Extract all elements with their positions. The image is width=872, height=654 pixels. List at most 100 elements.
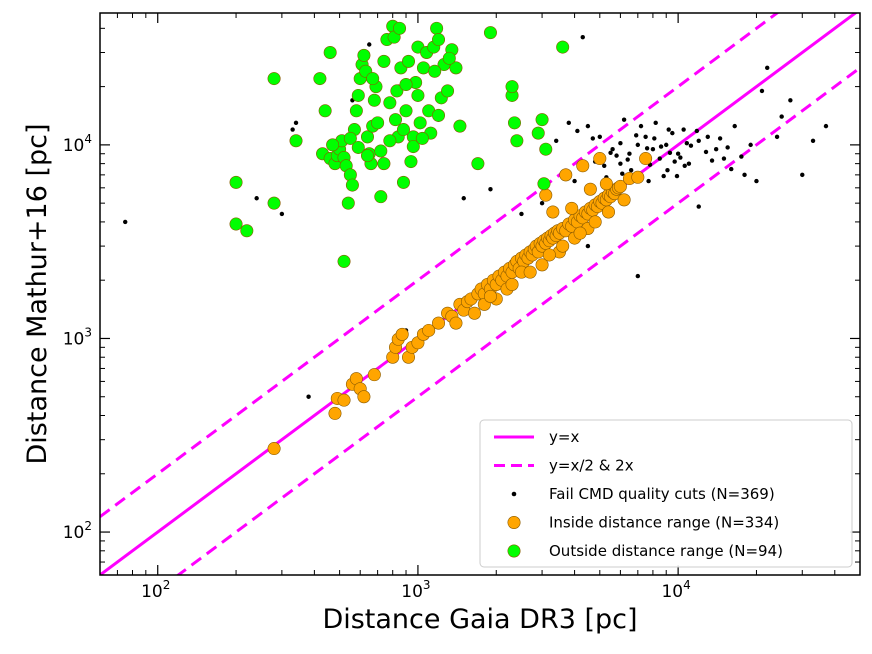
outside-range-point	[383, 134, 397, 148]
outside-range-point	[345, 178, 359, 192]
fail-cmd-point	[717, 136, 723, 141]
fail-cmd-point	[635, 142, 641, 148]
outside-range-point	[374, 144, 388, 158]
fail-cmd-point	[664, 142, 669, 148]
fail-cmd-point	[539, 200, 545, 206]
outside-range-point	[483, 26, 497, 40]
inside-range-point	[357, 390, 371, 404]
fail-cmd-point	[519, 211, 524, 217]
fail-cmd-point	[566, 120, 571, 126]
outside-range-point	[360, 149, 374, 163]
outside-range-point	[432, 33, 446, 47]
fail-cmd-point	[614, 153, 619, 158]
y-axis-title: Distance Mathur+16 [pc]	[22, 123, 53, 464]
fail-cmd-point	[575, 128, 580, 134]
inside-range-point	[601, 205, 615, 219]
outside-range-point	[399, 78, 413, 92]
fail-cmd-point	[461, 196, 466, 201]
outside-range-point	[507, 116, 521, 130]
tick-labels: 102 103 104 102 103 104	[63, 132, 691, 602]
fail-cmd-point	[732, 123, 737, 129]
legend-swatch	[507, 544, 521, 558]
x-tick-label: 103	[401, 578, 430, 602]
fail-cmd-point	[644, 146, 650, 151]
fail-cmd-point	[742, 172, 747, 178]
fail-cmd-point	[705, 134, 710, 140]
inside-range-point	[588, 215, 602, 229]
outside-range-point	[432, 108, 446, 122]
fail-cmd-point	[488, 187, 493, 192]
fail-cmd-point	[684, 141, 690, 146]
legend-y-equals-x: y=x	[494, 428, 579, 446]
outside-range-point	[449, 61, 463, 75]
fail-cmd-point	[608, 150, 613, 156]
fail-cmd-point	[620, 171, 625, 176]
fail-cmd-point	[585, 243, 591, 249]
outside-range-point	[453, 119, 467, 133]
outside-range-point	[366, 72, 380, 86]
outside-range-point	[357, 48, 371, 62]
legend-inside-range: Inside distance range (N=334)	[507, 514, 779, 532]
outside-range-point	[441, 84, 455, 98]
fail-cmd-point	[290, 127, 295, 132]
minor-ticks	[100, 13, 860, 575]
fail-cmd-point	[665, 167, 670, 173]
inside-range-point	[337, 393, 351, 407]
inside-range-point	[483, 289, 497, 303]
outside-range-point	[229, 217, 243, 231]
legend-half-and-2x: y=x/2 & 2x	[494, 457, 634, 475]
y-tick-label: 102	[63, 519, 92, 543]
fail-cmd-point	[788, 98, 793, 103]
fail-cmd-point	[306, 394, 311, 399]
outside-range-point	[390, 84, 404, 98]
outside-range-point	[430, 21, 444, 35]
outside-range-point	[326, 138, 340, 152]
outside-range-point	[556, 40, 570, 54]
inside-range-point	[613, 179, 627, 193]
outside-range-point	[428, 64, 442, 78]
fail-cmd-point	[774, 134, 780, 140]
fail-cmd-point	[739, 154, 744, 159]
fail-cmd-point	[638, 123, 644, 129]
outside-range-point	[531, 126, 545, 140]
outside-range-point	[399, 104, 413, 118]
outside-range-point	[337, 254, 351, 268]
fail-cmd-point	[667, 150, 673, 156]
inside-range-point	[542, 248, 556, 262]
inside-range-point	[267, 442, 281, 456]
major-ticks	[100, 13, 860, 575]
y-tick-label: 104	[63, 132, 92, 156]
fail-cmd-point	[643, 134, 648, 140]
fail-cmd-point	[694, 128, 700, 134]
fail-cmd-point	[618, 161, 623, 166]
inside-range-point	[559, 168, 573, 182]
outside-range-point	[267, 72, 281, 86]
outside-range-point	[367, 93, 381, 107]
fail-cmd-point	[759, 88, 765, 94]
legend-outside-range: Outside distance range (N=94)	[507, 542, 783, 560]
outside-range-point	[396, 175, 410, 189]
inside-range-point	[523, 265, 537, 279]
inside-range-point	[535, 258, 549, 272]
y-tick-label: 103	[63, 325, 92, 349]
legend-label: Inside distance range (N=334)	[549, 514, 779, 532]
fail-cmd-point	[293, 120, 299, 126]
fail-cmd-point	[610, 146, 615, 152]
outside-range-point	[413, 116, 427, 130]
fail-cmd-point	[748, 142, 753, 148]
inside-range-point	[639, 152, 653, 166]
fail-cmd-point	[661, 173, 666, 179]
inside-range-point	[546, 205, 560, 219]
outside-range-point	[360, 130, 374, 144]
fail-cmd-point	[597, 134, 602, 140]
inside-range-point	[422, 323, 436, 337]
fail-cmd-point	[800, 172, 805, 178]
fail-cmd-point	[633, 133, 639, 138]
outside-range-point	[343, 131, 357, 145]
fail-cmd-point	[675, 151, 681, 156]
outside-range-point	[402, 54, 416, 68]
fail-cmd-point	[682, 163, 687, 168]
fail-cmd-point	[666, 127, 671, 132]
fail-cmd-point	[688, 143, 694, 148]
fail-cmd-point	[554, 138, 559, 143]
